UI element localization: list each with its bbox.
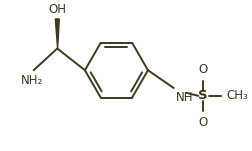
Text: O: O (198, 116, 207, 129)
Polygon shape (55, 19, 59, 48)
Text: OH: OH (48, 3, 66, 16)
Text: NH₂: NH₂ (20, 74, 43, 87)
Text: CH₃: CH₃ (226, 89, 247, 102)
Text: O: O (198, 63, 207, 76)
Text: S: S (198, 89, 207, 102)
Text: NH: NH (175, 91, 192, 104)
